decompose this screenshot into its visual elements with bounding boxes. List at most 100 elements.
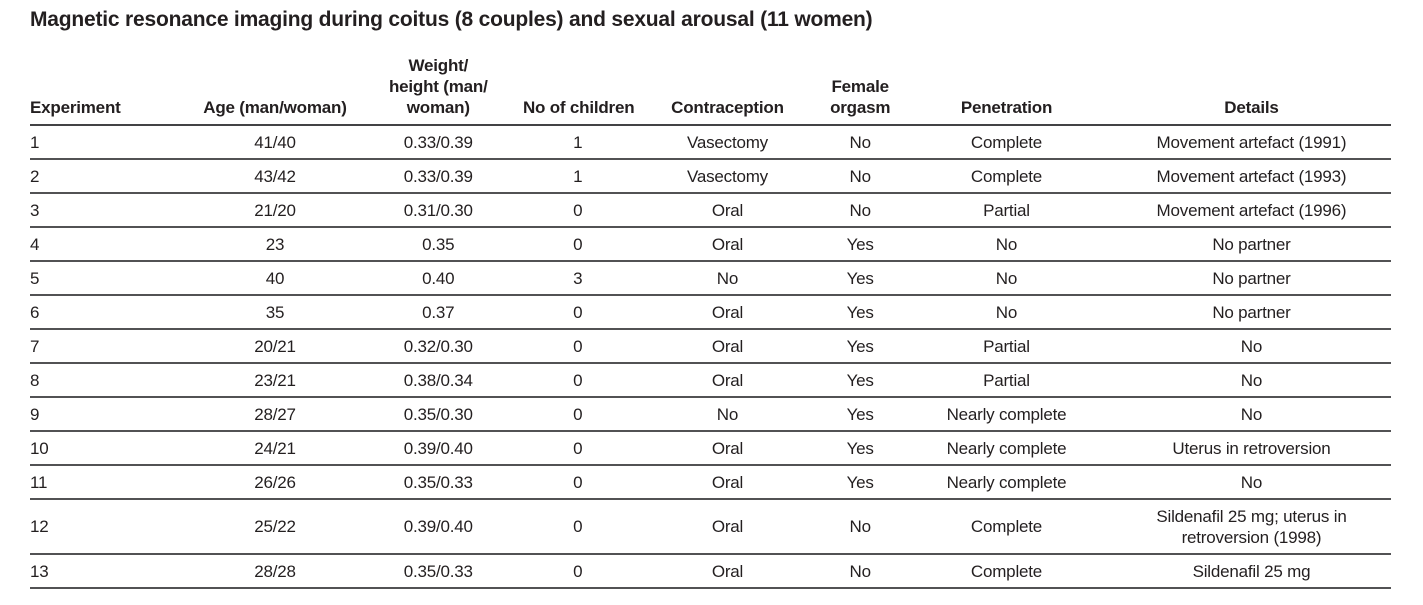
table-cell: No <box>1240 336 1263 356</box>
experiment-number-cell: 3 <box>30 200 40 220</box>
table-cell: No partner <box>1212 302 1291 322</box>
table-cell: Oral <box>711 234 744 254</box>
table-cell: 3 <box>573 268 583 288</box>
table-cell: 0 <box>573 336 583 356</box>
table-cell: No <box>1240 404 1263 424</box>
column-header-weight-height: Weight/ height (man/ woman) <box>388 56 488 117</box>
table-cell: No <box>716 404 739 424</box>
experiment-number-cell: 8 <box>30 370 40 390</box>
table-cell: No partner <box>1212 234 1291 254</box>
table-cell: 0 <box>573 234 583 254</box>
table-cell: 40 <box>265 268 285 288</box>
table-cell: 0.33/0.39 <box>403 132 473 152</box>
table-cell: 35 <box>265 302 285 322</box>
table-row: 5 40 0.40 3 No Yes No No partner <box>30 261 1391 295</box>
table-cell: 21/20 <box>254 200 296 220</box>
table-cell: No <box>995 302 1018 322</box>
table-cell: Partial <box>983 200 1030 220</box>
experiment-number-cell: 12 <box>30 517 49 536</box>
table-row: 1 41/40 0.33/0.39 1 Vasectomy No Complete Movem… <box>30 125 1391 159</box>
table-cell: Nearly complete <box>946 472 1067 492</box>
table-cell: Nearly complete <box>946 438 1067 458</box>
table-row: 2 43/42 0.33/0.39 1 Vasectomy No Complete Movem… <box>30 159 1391 193</box>
table-cell: 0 <box>573 517 583 536</box>
table-cell: Movement artefact (1991) <box>1156 132 1347 152</box>
table-cell: 0 <box>573 561 583 581</box>
table-cell: Yes <box>846 336 874 356</box>
table-cell: No <box>849 166 872 186</box>
experiment-number-cell: 4 <box>30 234 40 254</box>
table-cell: Vasectomy <box>686 166 768 186</box>
table-cell: Yes <box>846 438 874 458</box>
table-cell: 0.31/0.30 <box>403 200 473 220</box>
table-cell: Oral <box>711 370 744 390</box>
table-cell: No <box>849 517 872 536</box>
column-header-female-orgasm: Female orgasm <box>830 77 891 117</box>
experiment-number-cell: 9 <box>30 404 40 424</box>
table-cell: 0.35/0.33 <box>403 561 473 581</box>
experiment-number-cell: 2 <box>30 166 40 186</box>
experiment-number-cell: 11 <box>30 472 48 492</box>
column-header-age: Age (man/woman) <box>203 98 347 117</box>
table-cell: Vasectomy <box>686 132 768 152</box>
table-row: 6 35 0.37 0 Oral Yes No No partner <box>30 295 1391 329</box>
header-row: Experiment Age (man/woman) Weight/ heigh… <box>30 55 1391 125</box>
experiment-number-cell: 6 <box>30 302 40 322</box>
table-cell: 24/21 <box>254 438 296 458</box>
table-cell: Complete <box>970 561 1043 581</box>
table-cell: Complete <box>970 166 1043 186</box>
table-title: Magnetic resonance imaging during coitus… <box>30 8 873 31</box>
table-cell: Movement artefact (1996) <box>1156 200 1347 220</box>
table-row: 11 26/26 0.35/0.33 0 Oral Yes Nearly complete N… <box>30 465 1391 499</box>
table-cell: 0.37 <box>422 302 455 322</box>
table-cell: No <box>995 234 1018 254</box>
table-cell: 0 <box>573 302 583 322</box>
column-header-children: No of children <box>522 98 635 117</box>
table-row: 10 24/21 0.39/0.40 0 Oral Yes Nearly complete U… <box>30 431 1391 465</box>
table-cell: 1 <box>573 132 583 152</box>
table-row: 4 23 0.35 0 Oral Yes No No partner <box>30 227 1391 261</box>
table-cell: No <box>849 132 872 152</box>
table-cell: 0.33/0.39 <box>403 166 473 186</box>
experiment-number-cell: 5 <box>30 268 40 288</box>
table-cell: No <box>849 561 872 581</box>
experiment-number-cell: 13 <box>30 561 49 581</box>
table-cell: No partner <box>1212 268 1291 288</box>
table-cell: 0.38/0.34 <box>403 370 473 390</box>
column-header-details: Details <box>1224 98 1279 117</box>
table-cell: Yes <box>846 234 874 254</box>
table-body: 1 41/40 0.33/0.39 1 Vasectomy No Complete Movem… <box>30 125 1391 588</box>
table-cell: 20/21 <box>254 336 296 356</box>
table-cell: Oral <box>711 200 744 220</box>
table-cell: Yes <box>846 268 874 288</box>
table-cell: 26/26 <box>254 472 296 492</box>
column-header-contraception: Contraception <box>671 98 784 117</box>
table-cell: Oral <box>711 336 744 356</box>
column-header-experiment: Experiment <box>30 98 121 117</box>
table-cell: Oral <box>711 561 744 581</box>
table-cell: 0.40 <box>422 268 455 288</box>
table-row: 12 25/22 0.39/0.40 0 Oral No Complete Sildenafi… <box>30 499 1391 554</box>
table-row: 3 21/20 0.31/0.30 0 Oral No Partial Movement ar… <box>30 193 1391 227</box>
table-cell: No <box>1240 370 1263 390</box>
table-cell: 0 <box>573 404 583 424</box>
table-cell: No <box>716 268 739 288</box>
table-cell: Oral <box>711 438 744 458</box>
table-row: 13 28/28 0.35/0.33 0 Oral No Complete Sildenafi… <box>30 554 1391 588</box>
column-header-penetration: Penetration <box>960 98 1053 117</box>
table-cell: Sildenafil 25 mg <box>1192 561 1311 581</box>
table-cell: 0.32/0.30 <box>403 336 473 356</box>
table-row: 7 20/21 0.32/0.30 0 Oral Yes Partial No <box>30 329 1391 363</box>
table-cell: Complete <box>970 132 1043 152</box>
table-cell: Sildenafil 25 mg; uterus in retroversion… <box>1156 506 1347 547</box>
table-cell: 41/40 <box>254 132 296 152</box>
table-cell: Partial <box>983 336 1030 356</box>
table-cell: No <box>849 200 872 220</box>
table-cell: 0.35/0.30 <box>403 404 473 424</box>
table-cell: 0.39/0.40 <box>403 438 473 458</box>
table-cell: Yes <box>846 404 874 424</box>
table-cell: Yes <box>846 370 874 390</box>
experiment-number-cell: 10 <box>30 438 49 458</box>
table-cell: 0 <box>573 200 583 220</box>
